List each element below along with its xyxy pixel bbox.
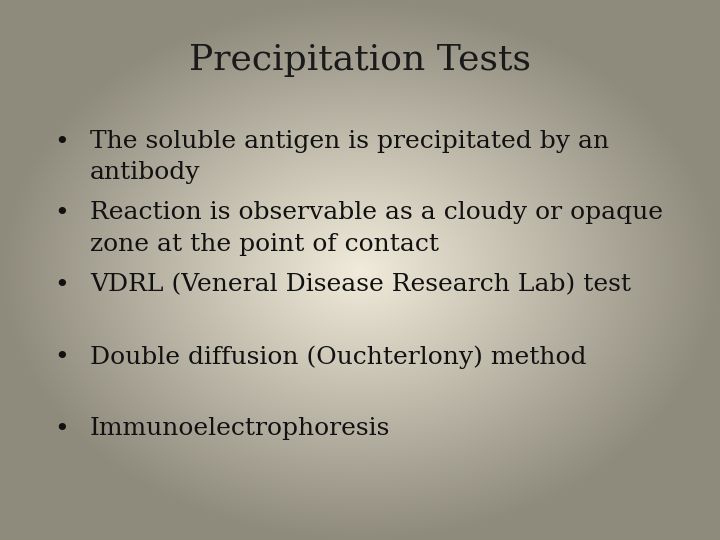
Text: •: • bbox=[54, 130, 68, 153]
Text: •: • bbox=[54, 201, 68, 225]
Text: Double diffusion (Ouchterlony) method: Double diffusion (Ouchterlony) method bbox=[90, 345, 587, 369]
Text: Immunoelectrophoresis: Immunoelectrophoresis bbox=[90, 417, 390, 440]
Text: VDRL (Veneral Disease Research Lab) test: VDRL (Veneral Disease Research Lab) test bbox=[90, 273, 631, 296]
Text: The soluble antigen is precipitated by an: The soluble antigen is precipitated by a… bbox=[90, 130, 609, 153]
Text: Precipitation Tests: Precipitation Tests bbox=[189, 43, 531, 77]
Text: antibody: antibody bbox=[90, 161, 200, 184]
Text: •: • bbox=[54, 417, 68, 441]
Text: •: • bbox=[54, 273, 68, 297]
Text: zone at the point of contact: zone at the point of contact bbox=[90, 233, 439, 256]
Text: Reaction is observable as a cloudy or opaque: Reaction is observable as a cloudy or op… bbox=[90, 201, 663, 225]
Text: •: • bbox=[54, 345, 68, 369]
